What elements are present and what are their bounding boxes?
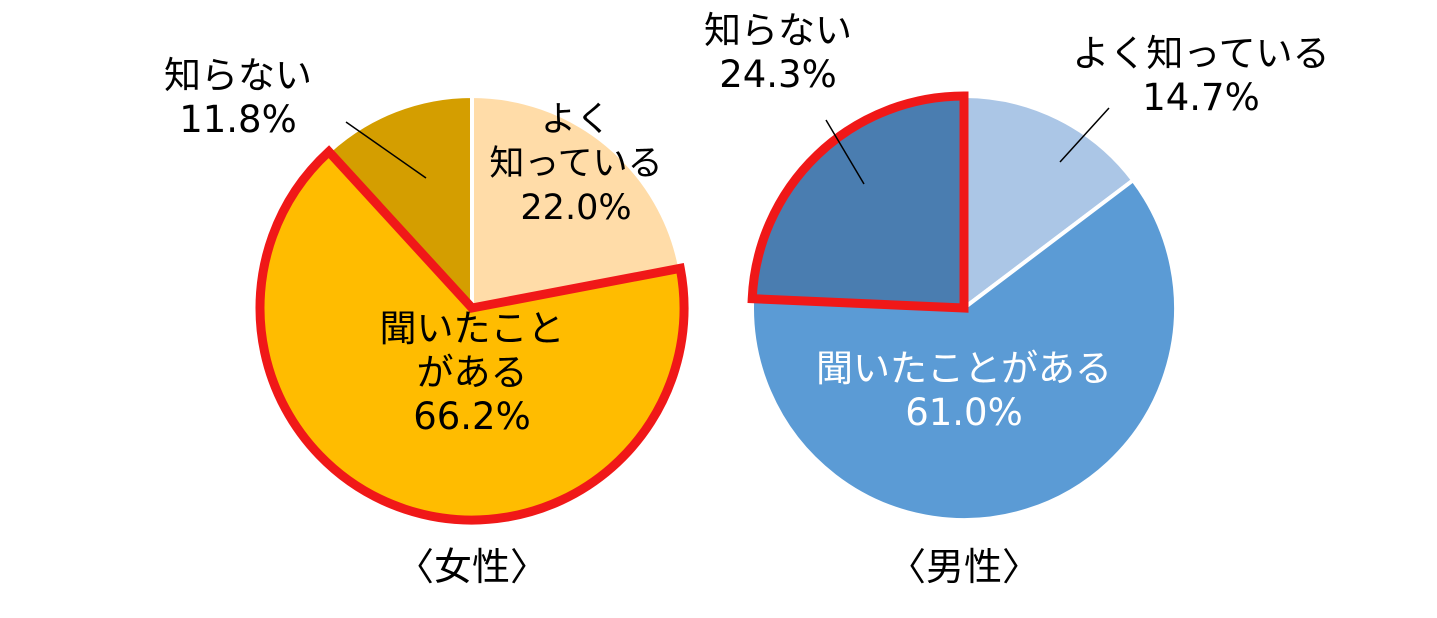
slice-name-label: 知らない bbox=[164, 54, 312, 97]
chart-caption: 〈女性〉 bbox=[396, 545, 548, 589]
pie-slice bbox=[750, 178, 1178, 522]
slice-value-label: 11.8% bbox=[179, 98, 297, 141]
slice-value-label: 24.3% bbox=[719, 53, 837, 96]
slice-name-label: がある bbox=[417, 351, 528, 394]
slice-label: 聞いたことがある 66.2% bbox=[380, 307, 565, 438]
slice-name-label: よく知っている bbox=[1072, 32, 1329, 75]
highlight-outline bbox=[255, 145, 689, 525]
slice-name-label: 知っている bbox=[489, 144, 662, 184]
slice-name-label: 聞いたこと bbox=[380, 307, 565, 350]
slice-value-label: 14.7% bbox=[1142, 76, 1260, 119]
chart-caption: 〈男性〉 bbox=[888, 545, 1040, 589]
slice-label: よく知っている 22.0% bbox=[489, 100, 662, 228]
pie-chart: よく知っている 22.0% 聞いたことがある 66.2% 知らない 11.8% 〈女性〉 bbox=[164, 54, 689, 589]
slice-value-label: 66.2% bbox=[413, 395, 531, 438]
slice-label: 知らない 24.3% bbox=[704, 9, 852, 96]
slice-label: よく知っている 14.7% bbox=[1072, 32, 1329, 119]
slice-name-label: よく bbox=[541, 100, 611, 140]
leader-line bbox=[345, 121, 427, 179]
slice-name-label: 知らない bbox=[704, 9, 852, 52]
slice-value-label: 22.0% bbox=[520, 188, 631, 228]
slice-name-label: 聞いたことがある bbox=[816, 347, 1112, 390]
highlight-outline bbox=[747, 91, 969, 313]
leader-line bbox=[825, 119, 865, 185]
pie-chart: よく知っている 14.7% 聞いたことがある 61.0% 知らない 24.3% 〈男性〉 bbox=[704, 9, 1330, 589]
pie-slice bbox=[962, 94, 1136, 310]
pie-slice bbox=[326, 94, 474, 310]
slice-label: 聞いたことがある 61.0% bbox=[816, 347, 1112, 434]
pie-slice bbox=[470, 94, 683, 310]
leader-line bbox=[1059, 107, 1110, 163]
slice-value-label: 61.0% bbox=[905, 391, 1023, 434]
slice-label: 知らない 11.8% bbox=[164, 54, 312, 141]
